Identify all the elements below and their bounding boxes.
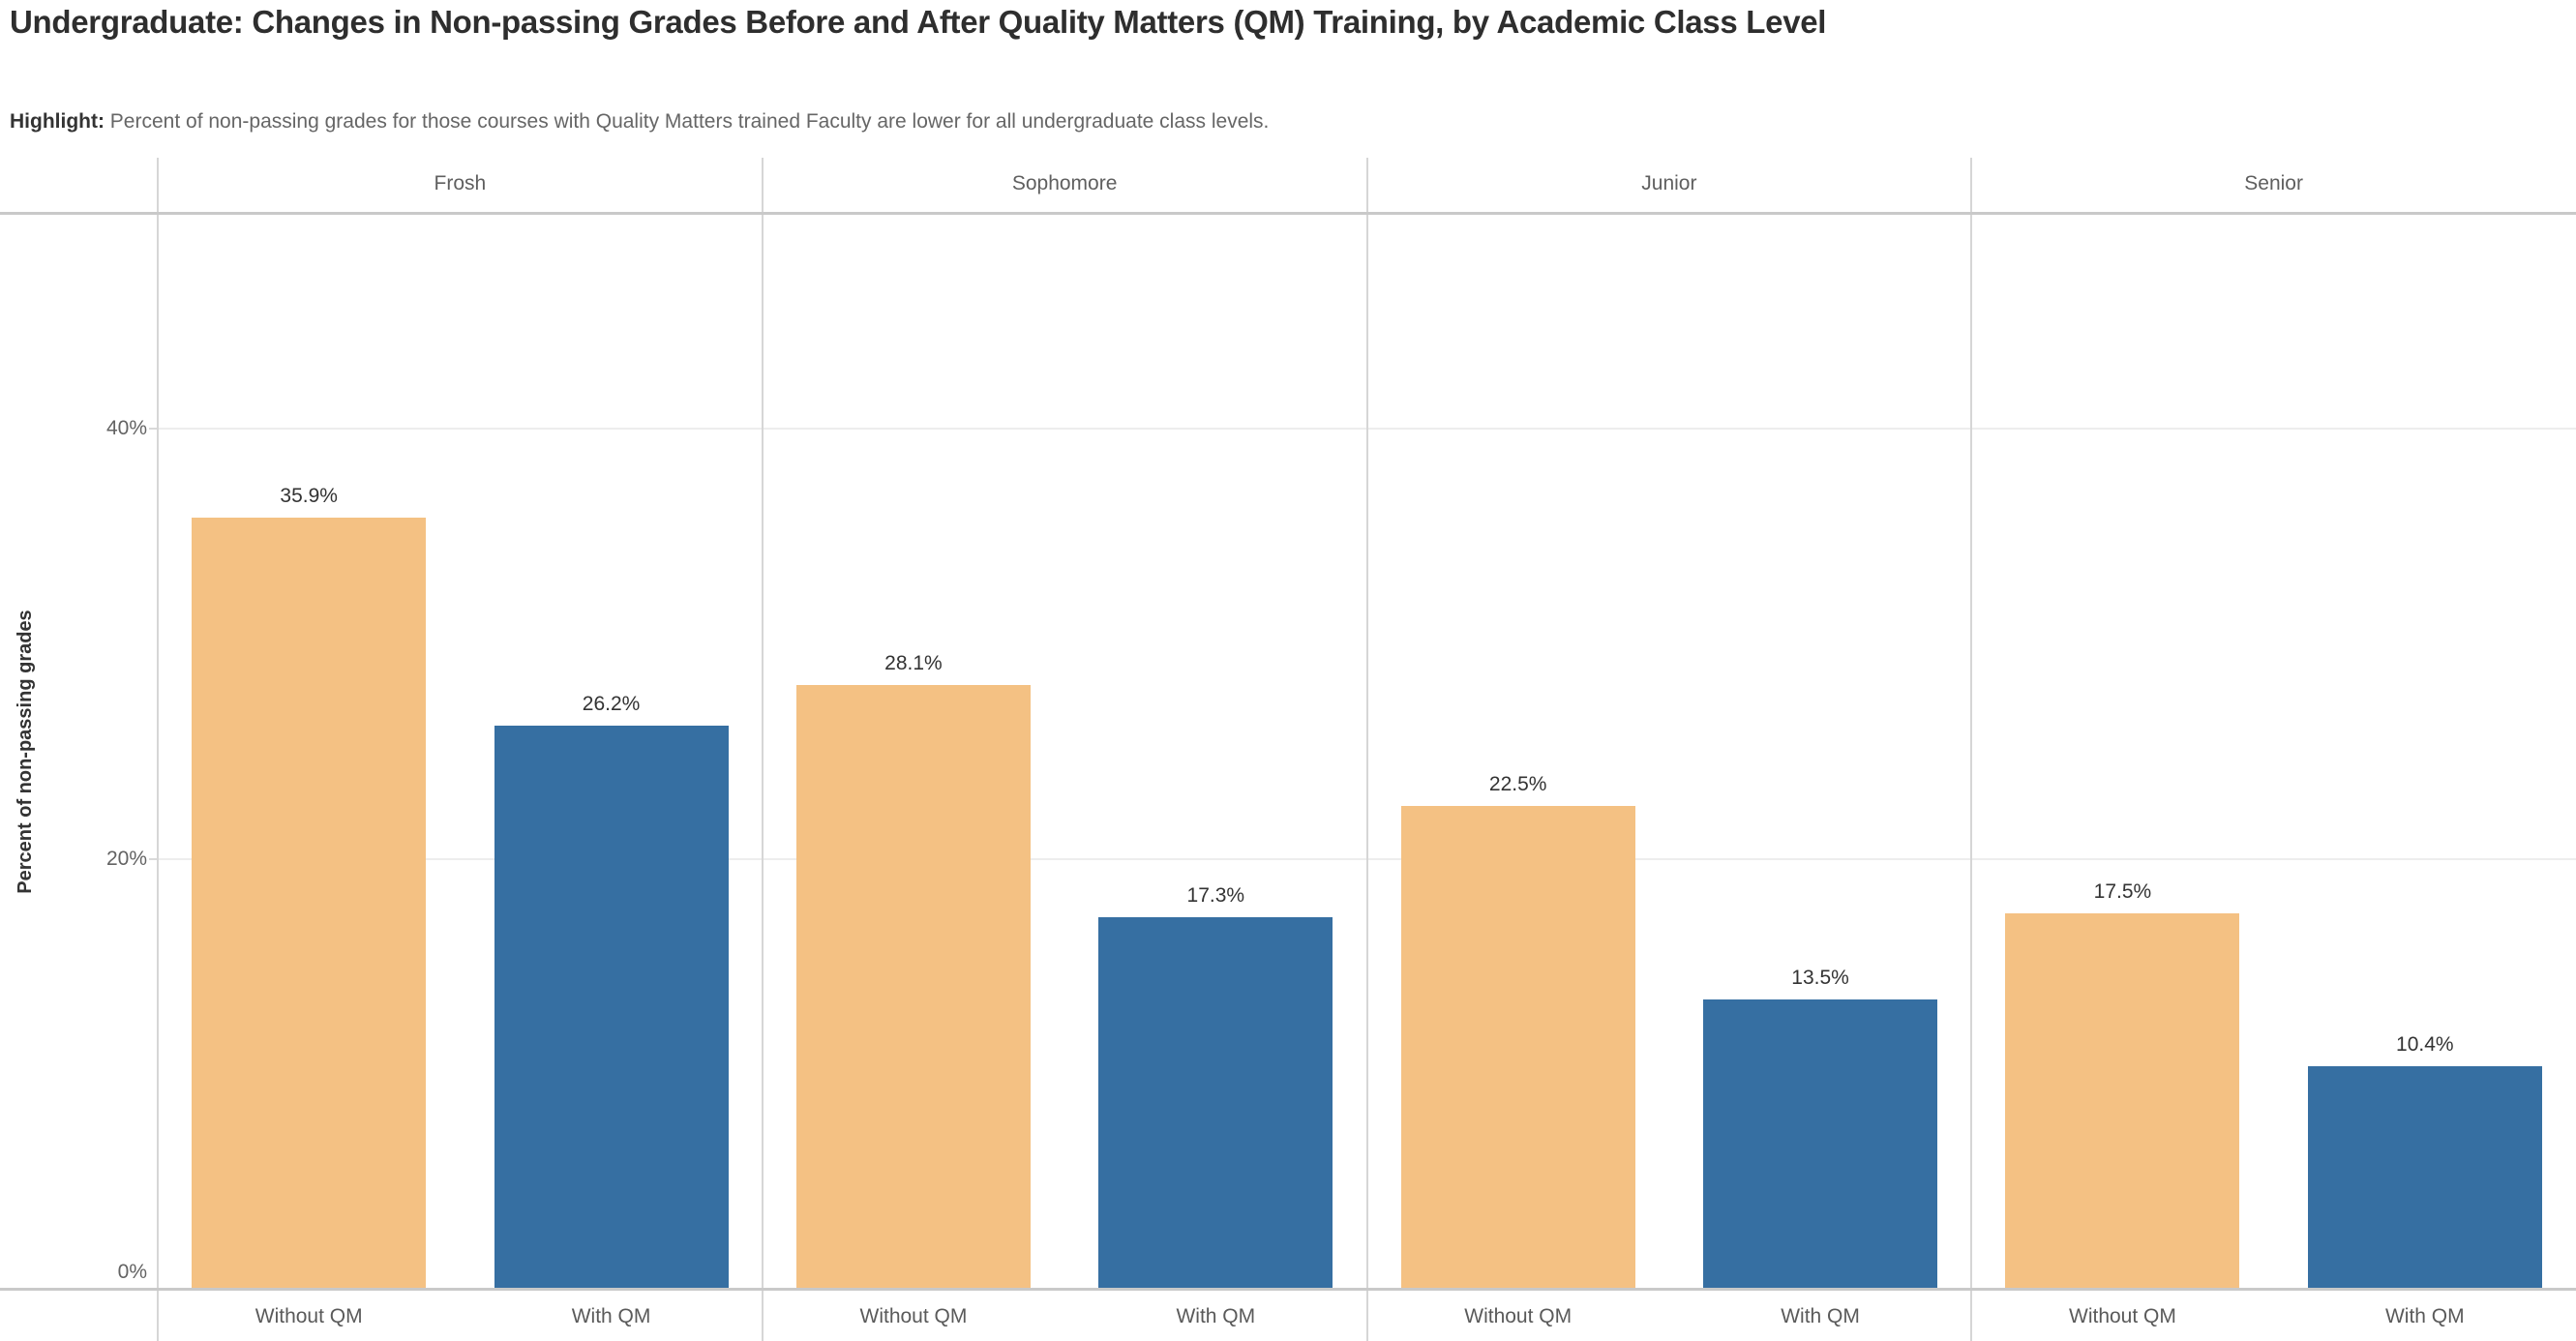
facet-header-junior: Junior (1641, 172, 1697, 194)
facet-header-frosh: Frosh (434, 172, 487, 194)
facet-header-separator-line (0, 212, 2576, 215)
x-category-label: With QM (2384, 1305, 2465, 1327)
y-tick-label: 20% (105, 848, 147, 871)
facet-header-sophomore: Sophomore (1011, 172, 1118, 194)
chart-subtitle: Highlight: Percent of non-passing grades… (10, 110, 2526, 134)
bar-value-label: 22.5% (1488, 772, 1547, 795)
bar-value-label: 35.9% (280, 484, 338, 507)
bar-value-label: 26.2% (582, 693, 641, 716)
panel-border (157, 158, 159, 1341)
y-axis-title: Percent of non-passing grades (15, 610, 36, 894)
panel-border (761, 158, 764, 1341)
bar-sophomore-without_qm[interactable] (795, 685, 1031, 1290)
bar-sophomore-with_qm[interactable] (1098, 917, 1333, 1290)
y-tick-label: 0% (117, 1261, 147, 1283)
x-category-label: With QM (1781, 1305, 1860, 1327)
bar-junior-without_qm[interactable] (1400, 805, 1635, 1290)
bar-value-label: 10.4% (2396, 1032, 2454, 1056)
bar-frosh-with_qm[interactable] (494, 726, 729, 1290)
bar-value-label: 17.3% (1186, 884, 1245, 908)
x-category-label: Without QM (1464, 1305, 1573, 1327)
y-tick-mark (149, 858, 158, 861)
panel-border (1365, 158, 1368, 1341)
x-category-label: Without QM (255, 1305, 363, 1327)
facet-header-senior: Senior (2244, 172, 2303, 194)
subtitle-text: Percent of non-passing grades for those … (104, 110, 1270, 133)
y-tick-label: 40% (105, 417, 147, 440)
x-axis-line (0, 1288, 2576, 1291)
subtitle-highlight-label: Highlight: (10, 110, 105, 133)
panel-border (1970, 158, 1973, 1341)
y-tick-mark (149, 428, 158, 431)
x-category-label: Without QM (2069, 1305, 2176, 1327)
bar-value-label: 17.5% (2093, 879, 2152, 903)
bar-senior-with_qm[interactable] (2307, 1065, 2542, 1290)
bar-junior-with_qm[interactable] (1703, 998, 1938, 1290)
chart-title: Undergraduate: Changes in Non-passing Gr… (10, 4, 1827, 40)
x-category-label: With QM (571, 1305, 651, 1327)
x-category-label: Without QM (859, 1305, 968, 1327)
x-category-label: With QM (1176, 1305, 1256, 1327)
bar-senior-without_qm[interactable] (2005, 912, 2240, 1290)
bar-value-label: 28.1% (884, 652, 943, 675)
bar-value-label: 13.5% (1791, 966, 1849, 989)
bar-frosh-without_qm[interactable] (192, 517, 427, 1290)
